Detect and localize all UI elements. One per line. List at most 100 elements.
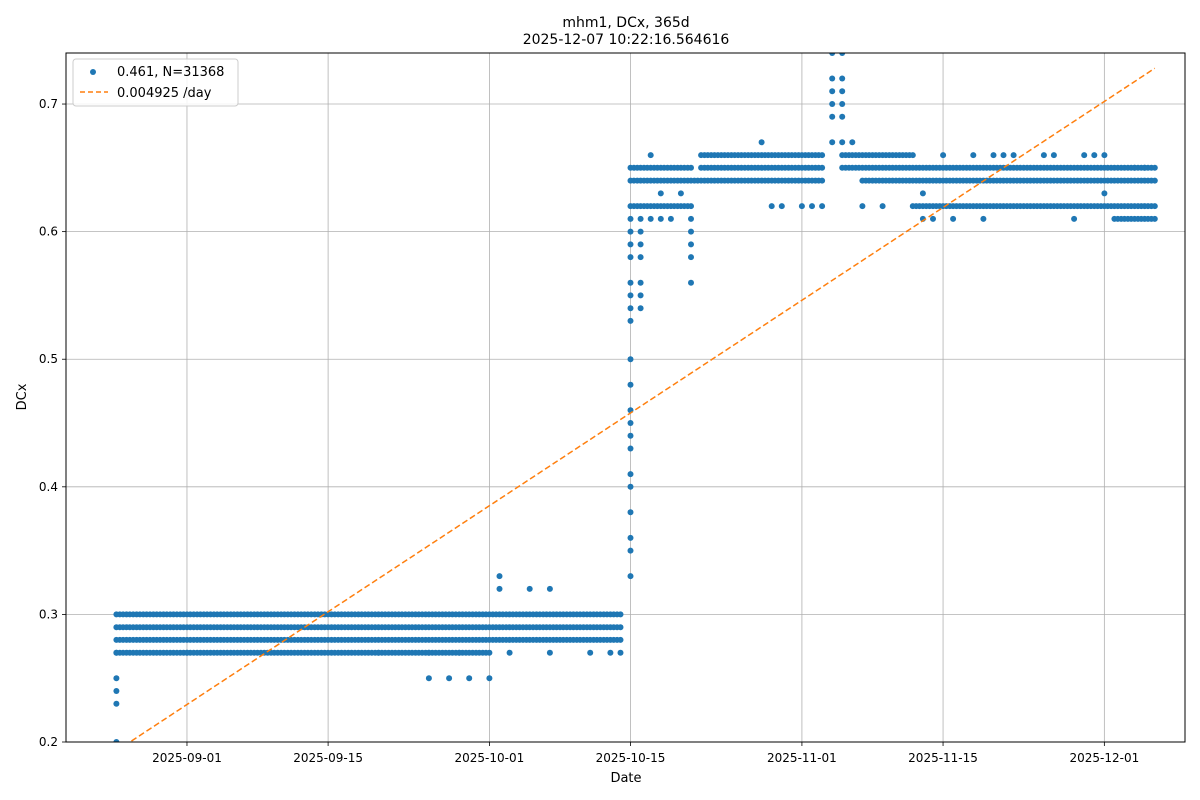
data-point [587,649,594,656]
y-tick-label: 0.3 [39,607,58,621]
data-band [627,203,694,210]
data-point [688,279,694,286]
legend-frame [72,58,239,107]
data-point [839,139,846,146]
data-point [627,279,634,286]
data-point [637,228,644,235]
data-band [113,611,624,618]
data-point [627,215,634,222]
x-tick-label: 2025-11-01 [767,751,837,765]
data-point [940,152,947,159]
data-point [1071,215,1078,222]
data-point [1050,152,1057,159]
data-point [627,471,634,478]
data-point [909,152,916,159]
plot-frame [65,52,1186,743]
data-band [113,624,624,631]
data-band [909,203,1158,210]
data-band [113,636,624,643]
data-point [1081,152,1088,159]
y-tick-label: 0.6 [39,225,58,239]
data-point [627,534,634,541]
data-point [627,254,634,261]
data-point [950,215,957,222]
data-point [657,190,664,197]
data-point [688,215,694,222]
x-tick-label: 2025-11-15 [908,751,978,765]
data-point [1151,215,1158,222]
data-point [506,649,513,656]
data-point [1101,152,1108,159]
data-point [849,139,856,146]
data-point [798,203,805,210]
data-point [819,164,826,171]
data-band [113,649,493,656]
x-tick-label: 2025-10-15 [596,751,666,765]
data-point [1091,152,1098,159]
data-band [698,164,826,171]
data-point [829,113,836,120]
data-point [496,585,503,592]
data-point [778,203,785,210]
data-point [839,113,846,120]
data-point [688,254,694,261]
data-point [486,675,493,682]
data-band [698,152,826,159]
data-band [859,177,1158,184]
data-band [839,164,1158,171]
data-point [526,585,533,592]
data-point [627,445,634,452]
chart-subtitle: 2025-12-07 10:22:16.564616 [523,32,730,48]
data-point [829,139,836,146]
data-point [657,215,664,222]
data-band [839,152,916,159]
data-point [627,573,634,580]
data-point [758,139,765,146]
y-tick-label: 0.2 [39,735,58,749]
data-point [617,636,624,643]
data-point [980,215,987,222]
data-point [184,649,190,656]
data-point [627,241,634,248]
data-point [425,675,432,682]
data-point [627,292,634,299]
data-point [496,573,503,580]
plot-area [113,53,1158,742]
legend-label-points: 0.461, N=31368 [117,65,224,80]
data-point [456,649,463,656]
data-point [1141,164,1148,171]
data-point [819,177,826,184]
data-point [819,203,826,210]
data-point [627,381,634,388]
data-point [546,649,553,656]
y-tick-label: 0.5 [39,352,58,366]
y-axis: 0.2 0.3 0.4 0.5 0.6 0.7 [39,97,66,749]
data-point [113,688,120,694]
data-point [1000,152,1007,159]
data-point [839,53,846,56]
data-point [113,649,120,656]
data-point [637,215,644,222]
data-point [1101,190,1108,197]
data-point [627,547,634,554]
trend-line [128,67,1156,742]
x-axis: 2025-09-01 2025-09-15 2025-10-01 2025-10-15… [152,742,1139,765]
data-point [546,585,553,592]
legend-marker-points [90,69,96,75]
data-point [425,649,432,656]
data-point [647,152,654,159]
y-tick-label: 0.7 [39,97,58,111]
data-point [839,75,846,82]
data-point [647,215,654,222]
data-point [829,75,836,82]
data-point [1010,152,1017,159]
data-point [829,101,836,107]
data-point [688,203,694,210]
data-point [688,228,694,235]
data-point [486,649,493,656]
data-point [617,649,624,656]
x-tick-label: 2025-12-01 [1069,751,1139,765]
data-point [809,203,815,210]
